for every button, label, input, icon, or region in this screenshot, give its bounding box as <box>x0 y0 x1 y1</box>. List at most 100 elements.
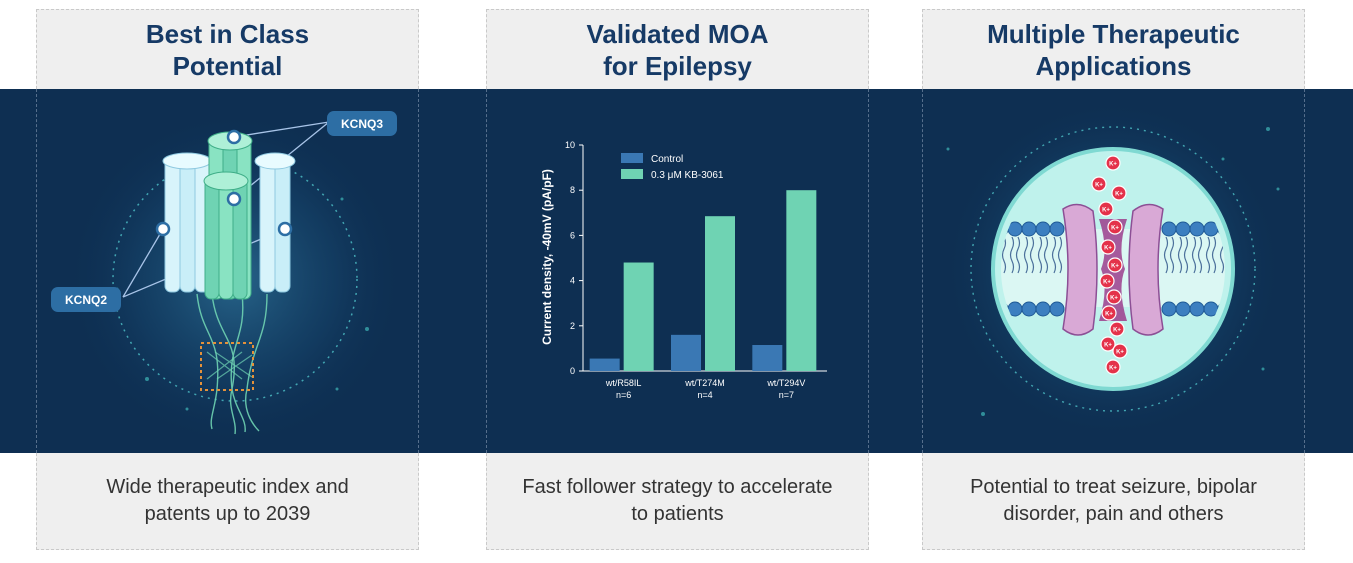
kcnq3-label-box <box>327 111 397 136</box>
card-description-line-2: to patients <box>631 503 724 525</box>
bar-kb3061 <box>705 216 735 371</box>
potassium-ion-label: K+ <box>1111 264 1119 270</box>
card-title: Best in Class Potential <box>36 9 419 89</box>
potassium-ion-label: K+ <box>1102 208 1110 214</box>
card-description: Potential to treat seizure, bipolar diso… <box>922 453 1305 550</box>
potassium-ion <box>1112 343 1128 359</box>
lipid-tail <box>1057 236 1063 274</box>
x-tick-sublabel: n=6 <box>616 390 631 400</box>
x-tick-sublabel: n=7 <box>779 390 794 400</box>
x-tick-label: wt/R58IL <box>605 378 642 388</box>
card-title-line-1: Best in Class <box>145 18 310 49</box>
potassium-ion <box>1106 289 1122 305</box>
potassium-ion-label: K+ <box>1115 192 1123 198</box>
kcnq3-label: KCNQ3 <box>341 117 383 131</box>
card-description: Fast follower strategy to accelerate to … <box>486 453 869 550</box>
card-title: Multiple Therapeutic Applications <box>922 9 1305 89</box>
lipid-tail <box>1163 236 1169 274</box>
card-title-line-2: Potential <box>172 50 283 81</box>
x-tick-label: wt/T294V <box>766 378 805 388</box>
potassium-ion <box>1100 336 1116 352</box>
lipid-tail <box>1001 236 1007 274</box>
potassium-ion-label: K+ <box>1111 226 1119 232</box>
potassium-ion <box>1091 176 1107 192</box>
potassium-ion-label: K+ <box>1109 162 1117 168</box>
potassium-ion-label: K+ <box>1103 280 1111 286</box>
lipid-head <box>1035 221 1051 237</box>
kcnq2-label: KCNQ2 <box>65 293 107 307</box>
lipid-head <box>1175 221 1191 237</box>
bar-control <box>752 345 783 371</box>
potassium-ion <box>1105 155 1121 171</box>
x-tick-sublabel: n=4 <box>697 390 712 400</box>
potassium-ion <box>1107 219 1123 235</box>
y-axis-label: Current density, -40mV (pA/pF) <box>540 169 554 345</box>
lipid-head <box>1161 221 1177 237</box>
y-tick-label: 10 <box>565 140 575 150</box>
y-tick-label: 8 <box>570 185 575 195</box>
legend-label-kb3061: 0.3 μM KB-3061 <box>651 170 724 181</box>
current-density-chart-panel: 0 2 4 6 8 10 wt/R58IL n=6 wt/T274M n=4 wt/T294V n=7… <box>486 89 869 453</box>
lipid-head <box>1161 301 1177 317</box>
lipid-tail <box>1169 236 1175 274</box>
legend-swatch-control <box>621 153 643 163</box>
kcnq-channel-illustration: KCNQ3 KCNQ2 <box>36 89 419 453</box>
lipid-head <box>1021 301 1037 317</box>
potassium-ion <box>1111 185 1127 201</box>
bar-kb3061 <box>786 190 817 371</box>
lipid-tail <box>1037 236 1043 274</box>
bar-control <box>671 334 701 371</box>
card-title-line-1: Validated MOA <box>586 18 769 49</box>
potassium-ion-label: K+ <box>1116 350 1124 356</box>
lipid-head <box>1035 301 1051 317</box>
potassium-ion-label: K+ <box>1104 246 1112 252</box>
potassium-ion-label: K+ <box>1095 183 1103 189</box>
lipid-tail <box>1205 236 1211 274</box>
legend-label-control: Control <box>651 154 683 165</box>
kcnq2-label-box <box>51 287 121 312</box>
lipid-tail <box>1051 236 1057 274</box>
lipid-tail <box>1009 236 1015 274</box>
ion-channel-membrane-illustration: K+ K+ K+ K+ K+ K+ K+ K+ K+ K+ K+ K+ K+ K+ <box>922 89 1305 453</box>
card-description-line-2: patents up to 2039 <box>144 503 311 525</box>
y-tick-label: 0 <box>570 366 575 376</box>
lipid-tail <box>1015 236 1021 274</box>
potassium-ion-label: K+ <box>1110 296 1118 302</box>
potassium-ion <box>1105 359 1121 375</box>
legend-swatch-kb3061 <box>621 169 643 179</box>
potassium-ion <box>1099 273 1115 289</box>
lipid-head <box>1189 221 1205 237</box>
lipid-tail <box>1197 236 1203 274</box>
potassium-ion-label: K+ <box>1109 366 1117 372</box>
card-title-line-2: for Epilepsy <box>603 50 752 81</box>
current-density-chart: 0 2 4 6 8 10 wt/R58IL n=6 wt/T274M n=4 wt/T294V n=7… <box>487 89 868 453</box>
potassium-ion <box>1100 239 1116 255</box>
potassium-ion <box>1107 257 1123 273</box>
lipid-head <box>1049 301 1065 317</box>
card-description-line-1: Wide therapeutic index and <box>106 476 349 498</box>
lipid-tail <box>1191 236 1197 274</box>
card-title-line-1: Multiple Therapeutic <box>987 18 1240 49</box>
lipid-tail <box>1211 236 1217 274</box>
potassium-ion <box>1109 321 1125 337</box>
x-tick-label: wt/T274M <box>684 378 725 388</box>
potassium-ion <box>1098 201 1114 217</box>
card-title-line-2: Applications <box>1035 50 1192 81</box>
lipid-tail <box>1029 236 1035 274</box>
potassium-ion-label: K+ <box>1113 328 1121 334</box>
card-description-line-2: disorder, pain and others <box>1003 503 1224 525</box>
lipid-head <box>1021 221 1037 237</box>
card-description: Wide therapeutic index and patents up to… <box>36 453 419 550</box>
bar-kb3061 <box>623 262 654 371</box>
potassium-ion-label: K+ <box>1105 312 1113 318</box>
bar-control <box>589 358 620 371</box>
lipid-head <box>1175 301 1191 317</box>
potassium-ion-label: K+ <box>1104 343 1112 349</box>
y-tick-label: 2 <box>570 321 575 331</box>
lipid-head <box>1189 301 1205 317</box>
potassium-ion <box>1101 305 1117 321</box>
lipid-head <box>1049 221 1065 237</box>
lipid-tail <box>1023 236 1029 274</box>
lipid-tail <box>1177 236 1183 274</box>
card-title: Validated MOA for Epilepsy <box>486 9 869 89</box>
